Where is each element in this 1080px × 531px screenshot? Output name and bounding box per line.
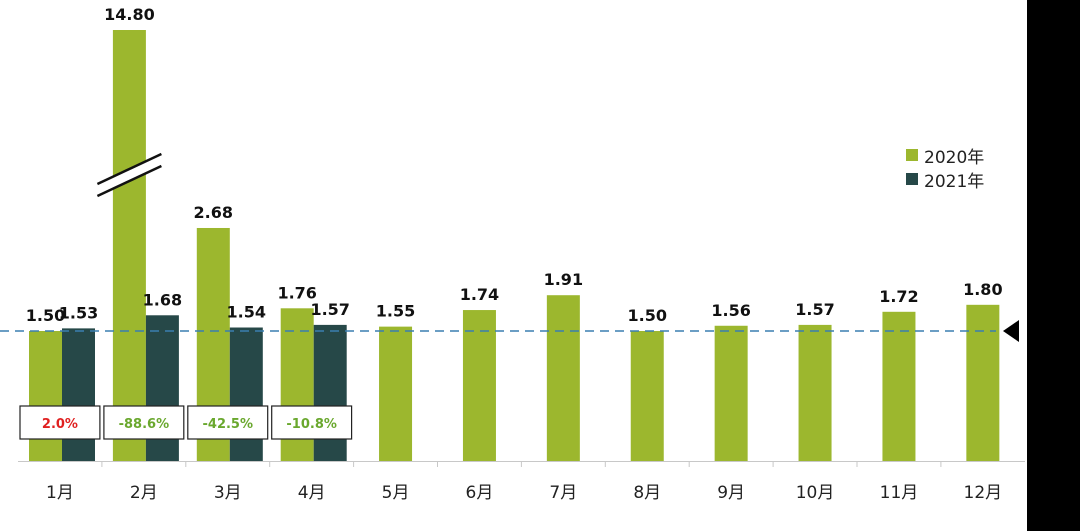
bar-2020-11 <box>882 311 916 461</box>
legend-label-2021: 2021年 <box>924 171 985 192</box>
x-tick-label-7: 7月 <box>549 483 577 503</box>
x-tick-label-3: 3月 <box>214 483 242 503</box>
x-tick-label-8: 8月 <box>633 483 661 503</box>
data-label-2020-3: 2.68 <box>194 203 233 222</box>
yoy-change-label-2: -88.6% <box>119 417 170 432</box>
data-label-2020-9: 1.56 <box>711 301 750 320</box>
legend-item-2021: 2021年 <box>906 167 985 192</box>
bar-2021-1 <box>62 328 95 461</box>
bar-2020-9 <box>714 325 748 461</box>
yoy-change-label-1: 2.0% <box>42 417 78 432</box>
x-tick-label-4: 4月 <box>298 483 326 503</box>
bar-2020-12 <box>966 304 1000 461</box>
axis-break-mark-lower <box>96 164 162 198</box>
data-label-2020-11: 1.72 <box>879 287 918 306</box>
yoy-change-label-3: -42.5% <box>203 417 254 432</box>
bar-2020-7 <box>546 295 580 461</box>
data-label-2020-10: 1.57 <box>795 300 834 319</box>
data-label-2020-2: 14.80 <box>104 5 155 24</box>
x-tick-label-9: 9月 <box>717 483 745 503</box>
legend-swatch-2020 <box>906 149 918 161</box>
data-label-2020-8: 1.50 <box>628 306 667 325</box>
x-tick-label-5: 5月 <box>382 483 410 503</box>
x-tick-label-12: 12月 <box>964 483 1003 503</box>
data-label-2020-7: 1.91 <box>544 270 583 289</box>
legend-label-2020: 2020年 <box>924 147 985 168</box>
data-label-2021-1: 1.53 <box>59 303 98 322</box>
yoy-change-box-4 <box>271 405 353 440</box>
data-label-2020-1: 1.50 <box>26 306 65 325</box>
x-tick-label-6: 6月 <box>466 483 494 503</box>
bar-2020-10 <box>798 324 832 461</box>
x-tick-label-11: 11月 <box>880 483 919 503</box>
dark-side-panel <box>1027 0 1080 531</box>
bar-2021-4 <box>313 324 347 461</box>
x-tick-label-1: 1月 <box>46 483 74 503</box>
bar-2020-6 <box>462 310 496 461</box>
legend-item-2020: 2020年 <box>906 143 985 168</box>
data-label-2021-3: 1.54 <box>227 303 266 322</box>
x-tick-label-10: 10月 <box>796 483 835 503</box>
data-label-2020-4: 1.76 <box>277 283 316 302</box>
yoy-change-box-2 <box>103 405 185 440</box>
yoy-change-box-1 <box>19 405 101 440</box>
bar-2020-1 <box>29 331 62 461</box>
x-tick-label-2: 2月 <box>130 483 158 503</box>
bar-2020-2 <box>112 30 146 461</box>
data-label-2020-5: 1.55 <box>376 302 415 321</box>
yoy-change-label-4: -10.8% <box>286 417 337 432</box>
data-label-2021-2: 1.68 <box>143 290 182 309</box>
legend: 2020年 2021年 <box>906 143 985 192</box>
bar-2020-5 <box>379 326 413 461</box>
data-label-2020-12: 1.80 <box>963 280 1002 299</box>
axis-break-gap <box>95 155 164 195</box>
data-label-2020-6: 1.74 <box>460 285 499 304</box>
reference-marker-icon <box>1003 320 1019 342</box>
bar-2020-8 <box>630 331 664 461</box>
bar-2021-3 <box>229 327 263 461</box>
legend-swatch-2021 <box>906 173 918 185</box>
yoy-change-box-3 <box>187 405 269 440</box>
axis-break-mark-upper <box>96 152 162 186</box>
data-label-2021-4: 1.57 <box>310 300 349 319</box>
